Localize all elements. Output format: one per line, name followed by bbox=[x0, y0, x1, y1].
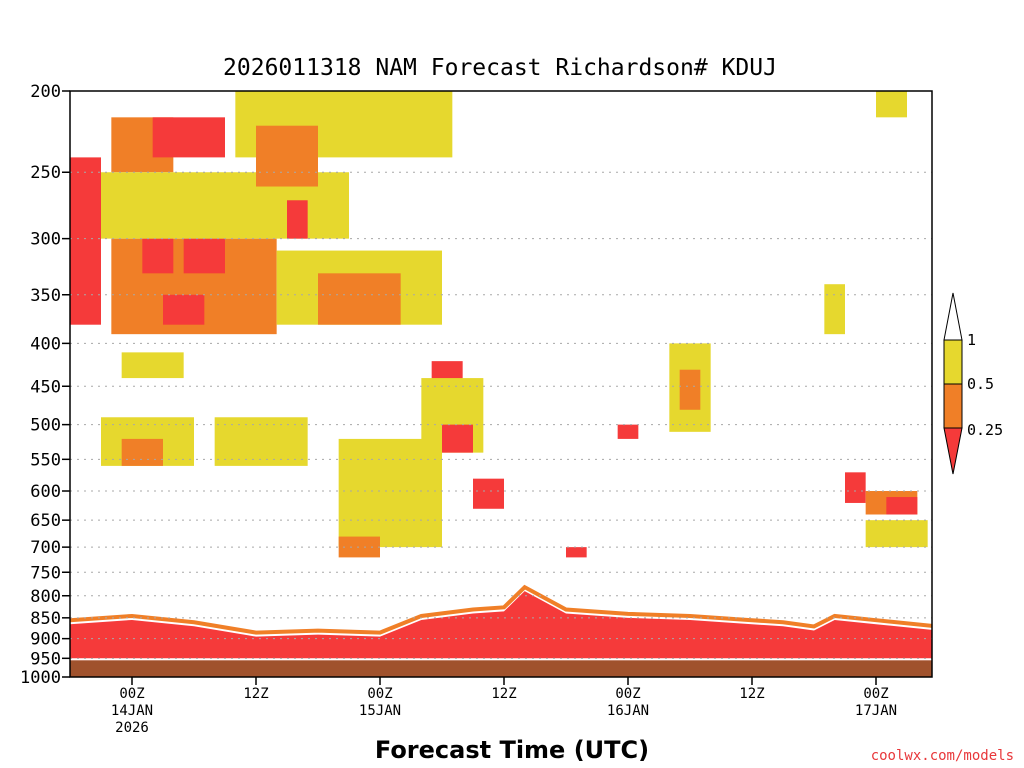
y-tick-label-1000: 1000 bbox=[20, 668, 61, 688]
ri-region-2 bbox=[152, 117, 225, 158]
x-tick-label-12-0: 12Z bbox=[243, 686, 268, 702]
ri-region-15 bbox=[338, 438, 442, 548]
ri-region-10 bbox=[287, 200, 308, 239]
y-tick-label-600: 600 bbox=[30, 482, 61, 502]
x-tick-label-0-2: 2026 bbox=[115, 720, 149, 736]
ri-region-12 bbox=[318, 273, 401, 325]
ri-region-4 bbox=[142, 238, 174, 274]
ri-region-22 bbox=[442, 424, 473, 453]
y-tick-label-350: 350 bbox=[30, 286, 61, 306]
chart-title: 2026011318 NAM Forecast Richardson# KDUJ bbox=[223, 55, 777, 81]
colorbar-bin-mid bbox=[943, 383, 963, 429]
y-tick-label-250: 250 bbox=[30, 163, 61, 183]
y-tick-label-900: 900 bbox=[30, 630, 61, 650]
y-tick-label-400: 400 bbox=[30, 334, 61, 354]
y-tick-label-850: 850 bbox=[30, 609, 61, 629]
colorbar-bottom-arrow bbox=[943, 427, 963, 475]
x-tick-label-24-1: 15JAN bbox=[359, 703, 401, 719]
ri-region-28 bbox=[824, 284, 845, 335]
boundary-layer-fringe bbox=[70, 584, 932, 635]
x-tick-label-72-1: 17JAN bbox=[855, 703, 897, 719]
ri-region-19 bbox=[121, 352, 184, 379]
y-tick-label-700: 700 bbox=[30, 538, 61, 558]
boundary-layer-region bbox=[70, 591, 932, 661]
ri-region-27 bbox=[679, 369, 701, 410]
x-axis-label: Forecast Time (UTC) bbox=[375, 736, 649, 764]
ri-region-32 bbox=[865, 520, 928, 548]
ri-region-5 bbox=[183, 238, 225, 274]
credit-text: coolwx.com/models bbox=[871, 748, 1014, 764]
x-tick-label-72-0: 00Z bbox=[863, 686, 888, 702]
plot-area bbox=[70, 91, 932, 677]
y-tick-label-750: 750 bbox=[30, 563, 61, 583]
y-tick-label-450: 450 bbox=[30, 377, 61, 397]
ri-region-16 bbox=[338, 536, 380, 558]
colorbar: 1 0.5 0.25 bbox=[943, 292, 1003, 475]
colorbar-label-2: 0.25 bbox=[967, 421, 1003, 439]
colorbar-label-1: 0.5 bbox=[967, 375, 994, 393]
colorbar-label-0: 1 bbox=[967, 331, 976, 349]
plot-frame bbox=[69, 90, 933, 678]
ri-region-20 bbox=[214, 417, 308, 466]
y-tick-label-550: 550 bbox=[30, 450, 61, 470]
ri-region-23 bbox=[473, 478, 504, 509]
ri-region-31 bbox=[886, 497, 918, 515]
y-tick-label-950: 950 bbox=[30, 649, 61, 669]
x-tick-label-0-1: 14JAN bbox=[111, 703, 153, 719]
y-tick-label-200: 200 bbox=[30, 82, 61, 102]
x-tick-label-48-0: 00Z bbox=[615, 686, 640, 702]
ri-region-9 bbox=[256, 125, 318, 187]
ri-region-24 bbox=[566, 547, 587, 558]
y-tick-label-300: 300 bbox=[30, 230, 61, 250]
x-tick-label-36-0: 12Z bbox=[491, 686, 516, 702]
y-tick-label-650: 650 bbox=[30, 511, 61, 531]
surface-ground bbox=[70, 660, 932, 677]
x-tick-label-60-0: 12Z bbox=[739, 686, 764, 702]
ri-region-33 bbox=[876, 91, 907, 118]
y-tick-label-800: 800 bbox=[30, 587, 61, 607]
y-tick-label-500: 500 bbox=[30, 416, 61, 436]
x-tick-label-0-0: 00Z bbox=[119, 686, 144, 702]
ri-region-25 bbox=[617, 424, 639, 439]
ri-region-6 bbox=[163, 294, 205, 325]
x-tick-label-24-0: 00Z bbox=[367, 686, 392, 702]
colorbar-top-arrow bbox=[943, 292, 963, 341]
ri-region-0 bbox=[70, 157, 101, 325]
ri-region-29 bbox=[845, 472, 866, 503]
ri-region-18 bbox=[121, 438, 163, 466]
y-axis: 200 250 300 350 400 450 500 550 600 650 700 750 8008… bbox=[20, 82, 70, 688]
colorbar-bin-high bbox=[943, 339, 963, 385]
x-tick-label-48-1: 16JAN bbox=[607, 703, 649, 719]
